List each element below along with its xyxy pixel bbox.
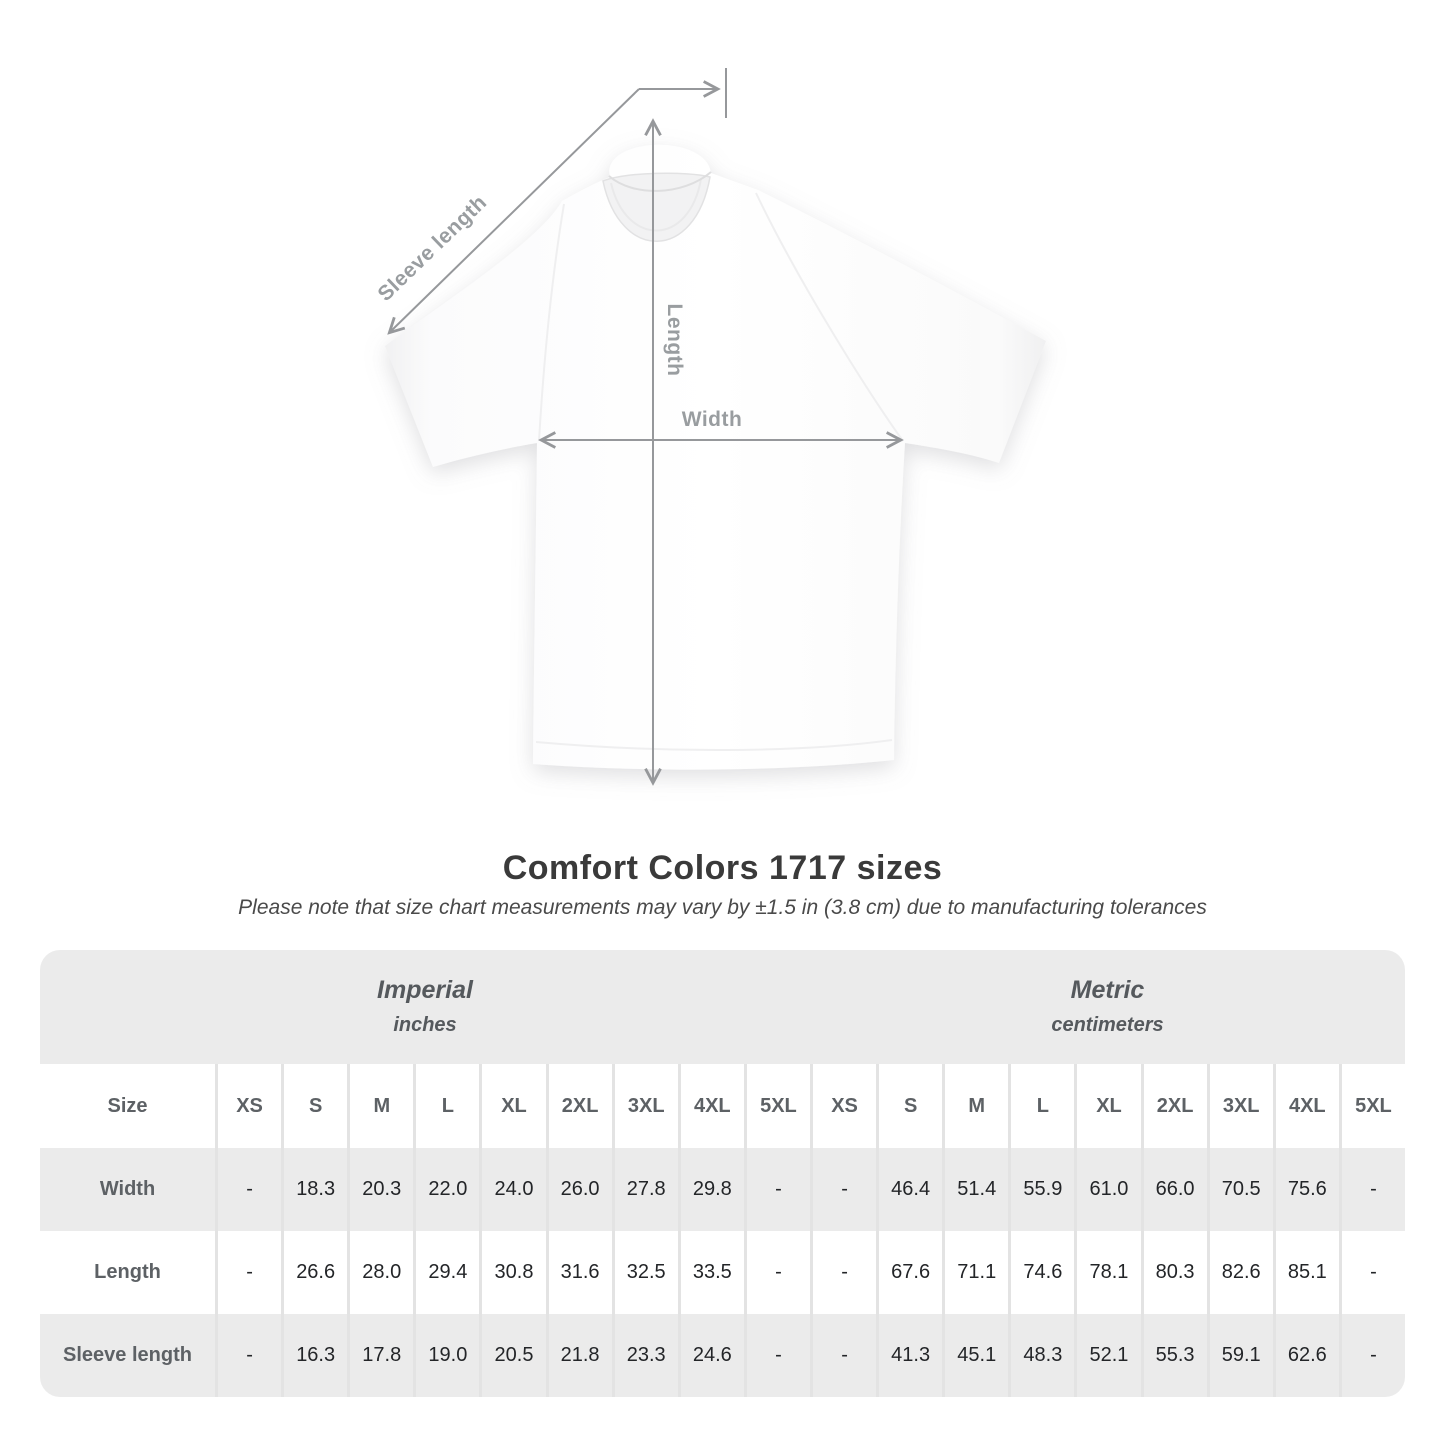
size-column-header: 5XL: [743, 1064, 810, 1148]
value-cell: -: [1338, 1231, 1405, 1314]
measurement-row: Width -18.3 20.3 22.0 24.0 26.0 27.8 29.8- -46.4…: [40, 1148, 1405, 1231]
value-cell: 59.1: [1206, 1314, 1273, 1397]
value-cell: 18.3: [281, 1148, 348, 1231]
metric-units-label: centimeters: [1051, 1013, 1164, 1036]
measurement-row: Length -26.6 28.0 29.4 30.8 31.6 32.5 33.5- -67.…: [40, 1231, 1405, 1314]
size-column-header: L: [413, 1064, 480, 1148]
size-table: Imperial inches Metric centimeters Size …: [40, 950, 1405, 1397]
value-cell: 24.0: [479, 1148, 546, 1231]
size-column-header: 3XL: [611, 1064, 678, 1148]
value-cell: 16.3: [281, 1314, 348, 1397]
value-cell: 71.1: [942, 1231, 1009, 1314]
value-cell: 27.8: [611, 1148, 678, 1231]
tolerance-note: Please note that size chart measurements…: [238, 896, 1207, 919]
row-label: Sleeve length: [40, 1314, 215, 1397]
value-cell: 26.6: [281, 1231, 348, 1314]
value-cell: -: [215, 1314, 282, 1397]
row-label: Width: [40, 1148, 215, 1231]
size-column-header: 2XL: [1140, 1064, 1207, 1148]
value-cell: 82.6: [1206, 1231, 1273, 1314]
value-cell: 70.5: [1206, 1148, 1273, 1231]
value-cell: -: [1338, 1314, 1405, 1397]
value-cell: -: [809, 1314, 877, 1397]
size-column-header: M: [942, 1064, 1009, 1148]
tshirt-measurement-diagram: Sleeve length Length Width: [373, 68, 1046, 786]
value-cell: 46.4: [876, 1148, 943, 1231]
value-cell: -: [743, 1314, 810, 1397]
value-cell: -: [743, 1148, 810, 1231]
value-cell: 28.0: [347, 1231, 414, 1314]
value-cell: 55.9: [1008, 1148, 1075, 1231]
size-column-header: 4XL: [1272, 1064, 1339, 1148]
value-cell: 32.5: [611, 1231, 678, 1314]
value-cell: 74.6: [1008, 1231, 1075, 1314]
size-column-header: 4XL: [677, 1064, 744, 1148]
value-cell: -: [215, 1148, 282, 1231]
value-cell: -: [1338, 1148, 1405, 1231]
value-cell: 29.8: [677, 1148, 744, 1231]
value-cell: 66.0: [1140, 1148, 1207, 1231]
row-label: Length: [40, 1231, 215, 1314]
value-cell: 61.0: [1074, 1148, 1141, 1231]
value-cell: 31.6: [545, 1231, 612, 1314]
value-cell: 30.8: [479, 1231, 546, 1314]
size-column-header: XS: [809, 1064, 877, 1148]
value-cell: 19.0: [413, 1314, 480, 1397]
value-cell: -: [809, 1231, 877, 1314]
value-cell: 51.4: [942, 1148, 1009, 1231]
imperial-group-header: Imperial inches: [40, 950, 810, 1064]
value-cell: 23.3: [611, 1314, 678, 1397]
size-column-header: M: [347, 1064, 414, 1148]
measurement-annotations: [387, 68, 904, 786]
value-cell: 29.4: [413, 1231, 480, 1314]
size-column-header: 5XL: [1338, 1064, 1405, 1148]
metric-label: Metric: [1070, 976, 1145, 1005]
size-column-header: S: [876, 1064, 943, 1148]
value-cell: 24.6: [677, 1314, 744, 1397]
value-cell: 52.1: [1074, 1314, 1141, 1397]
size-column-header: 3XL: [1206, 1064, 1273, 1148]
size-column-header: XL: [1074, 1064, 1141, 1148]
value-cell: 17.8: [347, 1314, 414, 1397]
width-label: Width: [682, 408, 743, 431]
metric-group-header: Metric centimeters: [809, 950, 1405, 1064]
size-column-header: S: [281, 1064, 348, 1148]
value-cell: -: [215, 1231, 282, 1314]
value-cell: 62.6: [1272, 1314, 1339, 1397]
size-column-header: XS: [215, 1064, 282, 1148]
sleeve-arrow-diagonal: [387, 88, 640, 335]
page-title: Comfort Colors 1717 sizes: [502, 849, 943, 887]
value-cell: 67.6: [876, 1231, 943, 1314]
size-column-header: L: [1008, 1064, 1075, 1148]
size-corner-header: Size: [40, 1064, 215, 1148]
size-header-row: Size XS S M L XL 2XL 3XL 4XL 5XL XS S M L XL 2XL 3XL 4XL…: [40, 1064, 1405, 1148]
size-table-container: Imperial inches Metric centimeters Size …: [40, 950, 1405, 1397]
value-cell: 78.1: [1074, 1231, 1141, 1314]
value-cell: 33.5: [677, 1231, 744, 1314]
imperial-label: Imperial: [377, 976, 473, 1005]
value-cell: 21.8: [545, 1314, 612, 1397]
measurement-row: Sleeve length -16.3 17.8 19.0 20.5 21.8 23.3 24…: [40, 1314, 1405, 1397]
value-cell: 55.3: [1140, 1314, 1207, 1397]
value-cell: -: [743, 1231, 810, 1314]
value-cell: 80.3: [1140, 1231, 1207, 1314]
value-cell: 20.3: [347, 1148, 414, 1231]
value-cell: 85.1: [1272, 1231, 1339, 1314]
value-cell: 26.0: [545, 1148, 612, 1231]
imperial-units-label: inches: [393, 1013, 457, 1036]
value-cell: 20.5: [479, 1314, 546, 1397]
value-cell: 41.3: [876, 1314, 943, 1397]
length-label: Length: [663, 304, 686, 377]
value-cell: 22.0: [413, 1148, 480, 1231]
size-table-body: Width -18.3 20.3 22.0 24.0 26.0 27.8 29.8- -46.4…: [40, 1148, 1405, 1397]
value-cell: 45.1: [942, 1314, 1009, 1397]
size-column-header: XL: [479, 1064, 546, 1148]
value-cell: 75.6: [1272, 1148, 1339, 1231]
value-cell: -: [809, 1148, 877, 1231]
size-column-header: 2XL: [545, 1064, 612, 1148]
tshirt-image: [385, 144, 1046, 770]
value-cell: 48.3: [1008, 1314, 1075, 1397]
unit-group-header-row: Imperial inches Metric centimeters: [40, 950, 1405, 1064]
